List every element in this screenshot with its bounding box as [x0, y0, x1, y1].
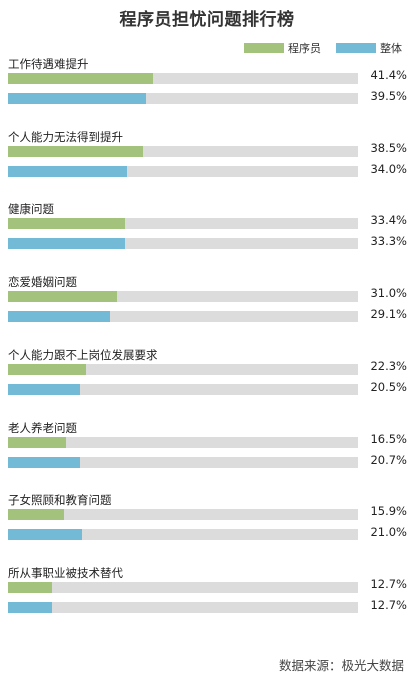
- value-label: 33.4%: [370, 213, 407, 228]
- bar-programmer: [8, 218, 125, 230]
- value-label: 12.7%: [370, 576, 407, 591]
- category-label: 个人能力无法得到提升: [8, 129, 123, 144]
- value-label: 41.4%: [370, 68, 407, 82]
- bar-track: [8, 311, 358, 323]
- category-label: 老人养老问题: [8, 420, 77, 435]
- bar-group: 工作待遇难提升 41.4% 39.5%: [8, 56, 408, 126]
- data-source: 数据来源：极光大数据: [278, 658, 404, 673]
- bar-group: 老人养老问题 16.5% 20.7%: [8, 420, 408, 490]
- bar-programmer: [8, 436, 66, 448]
- legend-label-overall: 整体: [380, 42, 402, 55]
- value-label: 21.0%: [370, 525, 407, 540]
- bar-overall: [8, 383, 80, 395]
- bar-track: [8, 436, 358, 448]
- bar-overall: [8, 93, 147, 104]
- bar-overall: [8, 165, 127, 177]
- value-label: 16.5%: [370, 431, 407, 446]
- legend-swatch-overall: [336, 43, 376, 53]
- bar-group: 子女照顾和教育问题 15.9% 21.0%: [8, 492, 408, 562]
- value-label: 38.5%: [370, 140, 407, 155]
- value-label: 34.0%: [370, 161, 407, 176]
- bar-programmer: [8, 291, 117, 303]
- category-label: 所从事职业被技术替代: [8, 565, 123, 580]
- chart-title: 程序员担忧问题排行榜: [119, 10, 295, 30]
- bar-track: [8, 529, 358, 541]
- value-label: 20.7%: [370, 452, 407, 467]
- value-label: 31.0%: [370, 286, 407, 301]
- bar-programmer: [8, 73, 153, 84]
- bar-track: [8, 93, 358, 104]
- value-label: 20.5%: [370, 379, 407, 394]
- bar-group: 个人能力无法得到提升 38.5% 34.0%: [8, 129, 408, 199]
- bar-track: [8, 145, 358, 157]
- bar-programmer: [8, 509, 64, 521]
- bar-overall: [8, 456, 81, 468]
- bar-track: [8, 73, 358, 84]
- bar-track: [8, 383, 358, 395]
- category-label: 健康问题: [8, 202, 54, 217]
- bar-track: [8, 291, 358, 303]
- legend-swatch-programmer: [244, 43, 284, 53]
- bar-group: 健康问题 33.4% 33.3%: [8, 201, 408, 271]
- bar-group: 恋爱婚姻问题 31.0% 29.1%: [8, 274, 408, 344]
- bar-track: [8, 581, 358, 593]
- bar-programmer: [8, 145, 143, 157]
- bar-track: [8, 218, 358, 230]
- value-label: 33.3%: [370, 234, 407, 249]
- bar-track: [8, 601, 358, 613]
- value-label: 15.9%: [370, 504, 407, 519]
- value-label: 29.1%: [370, 307, 407, 322]
- category-label: 子女照顾和教育问题: [8, 493, 112, 508]
- bar-overall: [8, 601, 53, 613]
- legend-label-programmer: 程序员: [288, 42, 321, 55]
- value-label: 12.7%: [370, 597, 407, 612]
- category-label: 个人能力跟不上岗位发展要求: [8, 347, 158, 362]
- bar-group: 个人能力跟不上岗位发展要求 22.3% 20.5%: [8, 347, 408, 417]
- bar-programmer: [8, 363, 87, 375]
- value-label: 39.5%: [370, 89, 407, 103]
- bar-track: [8, 509, 358, 521]
- bar-track: [8, 456, 358, 468]
- category-label: 恋爱婚姻问题: [8, 275, 77, 290]
- category-label: 工作待遇难提升: [8, 57, 89, 71]
- bar-overall: [8, 529, 82, 541]
- value-label: 22.3%: [370, 358, 407, 373]
- bar-group: 所从事职业被技术替代 12.7% 12.7%: [8, 565, 408, 635]
- bar-programmer: [8, 581, 53, 593]
- bar-overall: [8, 311, 110, 323]
- bar-track: [8, 238, 358, 250]
- bar-overall: [8, 238, 125, 250]
- bar-track: [8, 363, 358, 375]
- bar-track: [8, 165, 358, 177]
